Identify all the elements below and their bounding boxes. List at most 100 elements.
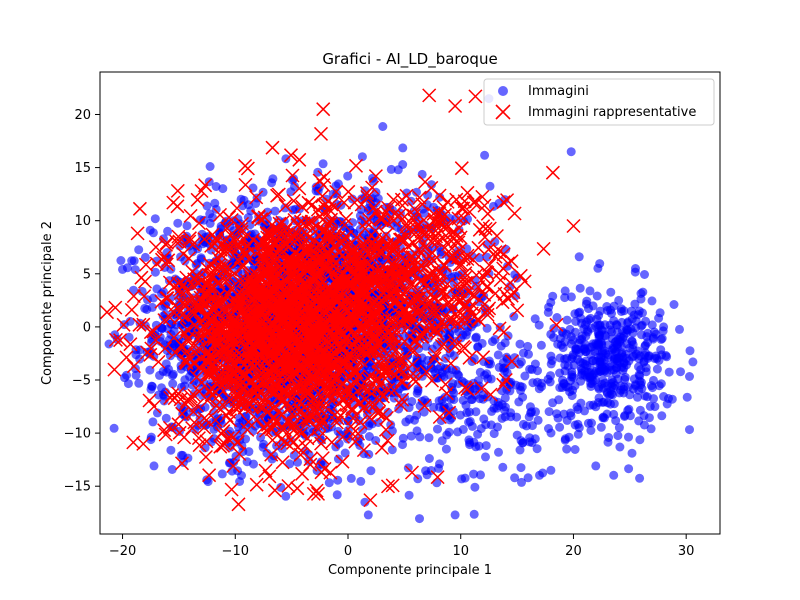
data-point — [657, 411, 667, 421]
representative-point — [195, 313, 210, 328]
representative-point — [363, 493, 378, 508]
data-point — [340, 448, 350, 458]
data-point — [433, 424, 442, 434]
data-point — [517, 477, 526, 487]
data-point — [258, 187, 268, 197]
data-point — [636, 377, 646, 387]
data-point — [534, 320, 544, 330]
data-point — [118, 264, 127, 274]
data-point — [562, 315, 572, 325]
data-point — [669, 300, 679, 309]
data-point — [455, 410, 465, 420]
data-point — [116, 256, 126, 265]
data-point — [348, 218, 358, 228]
representative-point — [158, 427, 173, 442]
data-point — [150, 214, 160, 224]
data-point — [210, 198, 220, 208]
data-point — [593, 263, 603, 273]
data-point — [343, 171, 353, 181]
data-point — [531, 407, 540, 417]
data-point — [594, 339, 604, 349]
data-point — [163, 226, 173, 236]
data-point — [609, 470, 619, 480]
data-point — [652, 364, 662, 374]
representative-point — [417, 398, 432, 413]
data-point — [570, 381, 580, 391]
representative-point — [189, 370, 204, 385]
representative-point — [183, 208, 198, 223]
data-point — [590, 346, 600, 356]
data-point — [217, 469, 227, 479]
data-point — [597, 348, 607, 358]
data-point — [571, 317, 581, 326]
data-point — [195, 215, 205, 225]
representative-point — [217, 258, 232, 273]
data-point — [161, 413, 171, 423]
data-point — [333, 179, 343, 189]
data-point — [439, 372, 449, 382]
data-point — [502, 354, 512, 364]
data-point — [129, 256, 139, 266]
data-point — [574, 252, 584, 262]
data-point — [667, 394, 677, 404]
data-point — [288, 205, 298, 215]
data-point — [527, 365, 537, 374]
data-point — [560, 354, 570, 364]
data-point — [404, 414, 414, 424]
data-point — [537, 378, 547, 388]
data-point — [447, 382, 456, 392]
data-point — [682, 392, 692, 402]
data-point — [498, 462, 508, 472]
data-point — [332, 189, 342, 199]
data-point — [509, 312, 519, 321]
data-point — [536, 340, 546, 350]
data-point — [613, 431, 623, 441]
data-point — [546, 428, 556, 438]
data-point — [167, 465, 177, 474]
data-point — [494, 447, 503, 457]
data-point — [311, 186, 321, 196]
data-point — [285, 459, 295, 469]
representative-point — [198, 449, 213, 465]
representative-point — [136, 436, 151, 451]
data-point — [548, 398, 558, 408]
representative-point — [316, 177, 331, 193]
data-point — [371, 436, 381, 445]
data-point — [134, 245, 144, 255]
data-point — [676, 367, 685, 377]
data-point — [436, 362, 446, 371]
data-point — [639, 420, 649, 430]
data-point — [586, 426, 596, 435]
representative-point — [213, 380, 228, 395]
data-point — [525, 437, 535, 447]
data-point — [631, 264, 640, 273]
data-point — [205, 162, 215, 171]
representative-point — [172, 234, 187, 249]
representative-point — [107, 362, 122, 377]
data-point — [566, 147, 576, 157]
data-point — [149, 293, 158, 303]
data-point — [659, 322, 669, 332]
data-point — [435, 192, 445, 202]
data-point — [500, 402, 510, 412]
data-point — [458, 330, 468, 340]
data-point — [560, 435, 570, 445]
data-point — [620, 411, 630, 420]
data-point — [357, 152, 367, 162]
data-point — [202, 201, 212, 211]
data-point — [429, 402, 439, 412]
representative-point — [257, 390, 272, 405]
representative-point — [265, 140, 280, 155]
data-point — [559, 409, 569, 419]
data-point — [500, 393, 510, 403]
data-point — [490, 334, 500, 344]
data-point — [246, 206, 256, 216]
data-point — [104, 339, 114, 349]
data-point — [560, 286, 570, 296]
data-point — [546, 351, 556, 361]
data-point — [685, 425, 694, 435]
data-point — [633, 392, 642, 402]
data-point — [570, 327, 580, 337]
data-point — [130, 265, 140, 275]
data-point — [280, 203, 290, 213]
